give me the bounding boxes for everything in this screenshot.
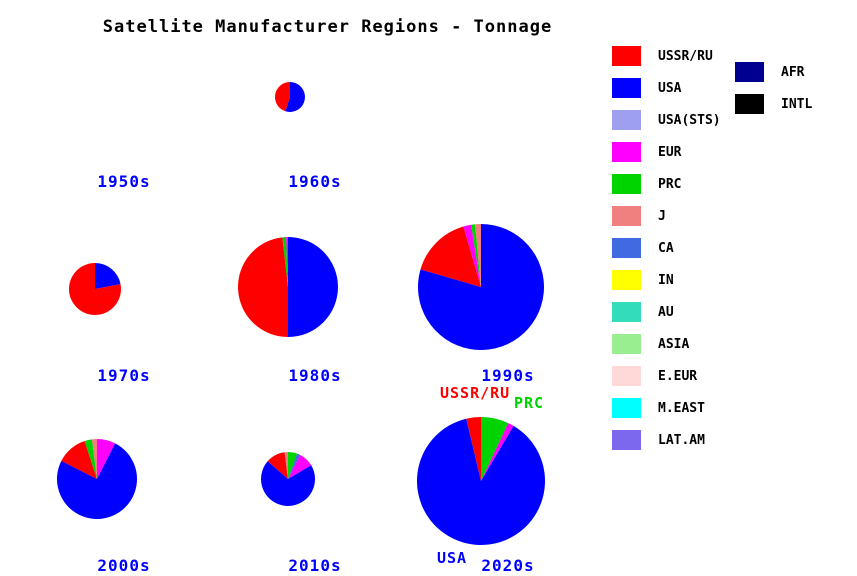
legend-label-M.EAST: M.EAST xyxy=(658,400,705,416)
decade-label-1970s: 1970s xyxy=(97,366,151,385)
legend-label-LAT.AM: LAT.AM xyxy=(658,432,705,448)
pie-slice-USSR/RU xyxy=(69,263,122,316)
pie-slice-CA xyxy=(288,453,301,479)
pie-annotation-USSR/RU: USSR/RU xyxy=(440,384,511,402)
legend-column-1: USSR/RU USA USA(STS) EUR PRC J CA IN AU ASIA E.EUR… xyxy=(612,46,721,450)
decade-label-2020s: 2020s xyxy=(481,556,535,575)
legend-item-USA: USA xyxy=(612,78,721,98)
legend-swatch-USSR/RU xyxy=(612,46,641,66)
pie-slice-PRC xyxy=(84,439,97,479)
legend-label-AU: AU xyxy=(658,304,674,320)
pie-slice-J xyxy=(284,452,288,479)
legend-swatch-E.EUR xyxy=(612,366,641,386)
pie-slice-EUR xyxy=(463,224,481,287)
pie-slice-USA xyxy=(57,443,138,520)
pie-annotation-PRC: PRC xyxy=(514,394,545,412)
legend-item-INTL: INTL xyxy=(735,94,812,114)
pie-slice-USA xyxy=(95,262,121,289)
pie-slice-USA xyxy=(417,224,544,350)
legend-item-IN: IN xyxy=(612,270,721,290)
legend-swatch-EUR xyxy=(612,142,641,162)
pie-slice-EUR xyxy=(481,423,514,481)
pie-slice-EUR xyxy=(97,439,116,479)
legend-label-USA: USA xyxy=(658,80,682,96)
legend-label-ASIA: ASIA xyxy=(658,336,690,352)
legend-label-USSR/RU: USSR/RU xyxy=(658,48,713,64)
legend-label-INTL: INTL xyxy=(781,96,813,112)
legend-label-EUR: EUR xyxy=(658,144,682,160)
pie-slice-USSR/RU xyxy=(466,417,481,481)
legend-item-AU: AU xyxy=(612,302,721,322)
legend-item-PRC: PRC xyxy=(612,174,721,194)
pie-slice-USA xyxy=(285,82,305,112)
decade-label-1950s: 1950s xyxy=(97,172,151,191)
legend-item-USSR/RU: USSR/RU xyxy=(612,46,721,66)
pie-slice-USA xyxy=(417,418,546,545)
pie-slice-J xyxy=(475,224,481,287)
pie-slice-USSR/RU xyxy=(238,237,288,337)
decade-label-1980s: 1980s xyxy=(288,366,342,385)
legend-item-ASIA: ASIA xyxy=(612,334,721,354)
legend-item-LAT.AM: LAT.AM xyxy=(612,430,721,450)
legend-label-USA(STS): USA(STS) xyxy=(658,112,721,128)
pie-slice-USSR/RU xyxy=(267,452,288,479)
legend-item-AFR: AFR xyxy=(735,62,812,82)
legend-label-PRC: PRC xyxy=(658,176,682,192)
legend-swatch-PRC xyxy=(612,174,641,194)
pie-slice-USSR/RU xyxy=(274,81,290,112)
legend-swatch-AU xyxy=(612,302,641,322)
decade-label-1990s: 1990s xyxy=(481,366,535,385)
pie-annotation-USA: USA xyxy=(437,549,468,567)
chart-title: Satellite Manufacturer Regions - Tonnage xyxy=(102,17,553,37)
legend-label-E.EUR: E.EUR xyxy=(658,368,698,384)
legend-item-E.EUR: E.EUR xyxy=(612,366,721,386)
pie-slice-PRC xyxy=(282,237,288,287)
legend-item-CA: CA xyxy=(612,238,721,258)
legend-swatch-USA(STS) xyxy=(612,110,641,130)
legend-swatch-INTL xyxy=(735,94,764,114)
pie-slice-EUR xyxy=(288,454,312,479)
legend-item-EUR: EUR xyxy=(612,142,721,162)
decade-label-2000s: 2000s xyxy=(97,556,151,575)
legend-swatch-M.EAST xyxy=(612,398,641,418)
legend-item-J: J xyxy=(612,206,721,226)
legend-label-J: J xyxy=(658,208,666,224)
legend-swatch-LAT.AM xyxy=(612,430,641,450)
decade-label-1960s: 1960s xyxy=(288,172,342,191)
pie-slice-PRC xyxy=(288,452,298,479)
legend-swatch-IN xyxy=(612,270,641,290)
pie-slice-PRC xyxy=(481,417,509,481)
legend-label-IN: IN xyxy=(658,272,674,288)
pie-slice-USA xyxy=(260,461,315,507)
legend-label-CA: CA xyxy=(658,240,674,256)
legend-swatch-AFR xyxy=(735,62,764,82)
legend-column-2: AFR INTL xyxy=(735,62,812,114)
pie-slice-USSR/RU xyxy=(61,440,97,479)
pie-slice-EUR xyxy=(286,237,288,287)
pie-slice-PRC xyxy=(471,224,481,287)
pie-slice-USSR/RU xyxy=(420,226,481,287)
pie-slice-USA xyxy=(288,237,338,337)
legend-label-AFR: AFR xyxy=(781,64,805,80)
legend-swatch-USA xyxy=(612,78,641,98)
decade-label-2010s: 2010s xyxy=(288,556,342,575)
legend-swatch-J xyxy=(612,206,641,226)
legend-item-M.EAST: M.EAST xyxy=(612,398,721,418)
legend-swatch-ASIA xyxy=(612,334,641,354)
legend-swatch-CA xyxy=(612,238,641,258)
pie-slice-J xyxy=(91,439,97,479)
legend-item-USA(STS): USA(STS) xyxy=(612,110,721,130)
